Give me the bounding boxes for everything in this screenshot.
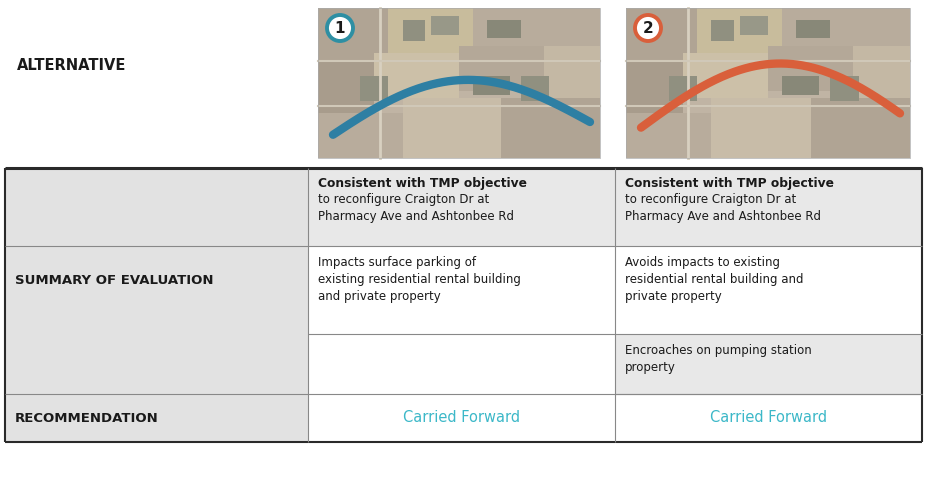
Text: ALTERNATIVE: ALTERNATIVE xyxy=(17,57,126,72)
Circle shape xyxy=(635,15,661,41)
Bar xyxy=(831,76,859,101)
Bar xyxy=(626,8,910,158)
Bar xyxy=(308,394,615,442)
Text: 1: 1 xyxy=(335,21,345,35)
Bar xyxy=(318,8,600,158)
Bar xyxy=(853,46,910,98)
Bar xyxy=(318,113,402,158)
Bar xyxy=(711,20,734,41)
Bar xyxy=(361,76,388,101)
Text: RECOMMENDATION: RECOMMENDATION xyxy=(15,411,159,424)
Bar xyxy=(318,60,375,113)
Bar xyxy=(626,113,711,158)
Bar xyxy=(402,98,502,158)
Bar xyxy=(318,8,388,60)
Text: Consistent with TMP objective: Consistent with TMP objective xyxy=(625,177,834,190)
Bar xyxy=(5,0,922,168)
Bar xyxy=(615,246,922,334)
Bar xyxy=(810,98,910,158)
Bar xyxy=(473,76,510,95)
Bar xyxy=(683,53,768,98)
Text: to reconfigure Craigton Dr at
Pharmacy Ave and Ashtonbee Rd: to reconfigure Craigton Dr at Pharmacy A… xyxy=(318,193,514,223)
Bar xyxy=(796,20,831,38)
Bar xyxy=(318,8,600,158)
Text: 2: 2 xyxy=(642,21,654,35)
Bar xyxy=(5,394,308,442)
Bar xyxy=(521,76,549,101)
Bar xyxy=(388,8,473,53)
Bar xyxy=(543,46,600,98)
Text: Carried Forward: Carried Forward xyxy=(403,411,520,425)
Text: Encroaches on pumping station
property: Encroaches on pumping station property xyxy=(625,344,812,374)
Bar xyxy=(308,246,615,334)
Bar xyxy=(431,15,459,35)
Bar xyxy=(308,334,615,394)
Bar xyxy=(308,168,615,246)
Circle shape xyxy=(327,15,353,41)
Bar xyxy=(488,20,521,38)
Bar xyxy=(375,53,459,98)
Bar xyxy=(626,8,697,60)
Bar xyxy=(626,8,910,158)
Bar xyxy=(740,15,768,35)
Bar xyxy=(615,394,922,442)
Bar xyxy=(402,20,425,41)
Bar xyxy=(711,98,810,158)
Bar xyxy=(615,334,922,394)
Bar xyxy=(782,8,910,46)
Bar xyxy=(668,76,697,101)
Bar xyxy=(768,46,853,91)
Text: SUMMARY OF EVALUATION: SUMMARY OF EVALUATION xyxy=(15,274,213,287)
Bar xyxy=(5,168,308,442)
Text: to reconfigure Craigton Dr at
Pharmacy Ave and Ashtonbee Rd: to reconfigure Craigton Dr at Pharmacy A… xyxy=(625,193,821,223)
Bar xyxy=(697,8,782,53)
Text: Consistent with TMP objective: Consistent with TMP objective xyxy=(318,177,527,190)
Bar xyxy=(459,46,543,91)
Text: Avoids impacts to existing
residential rental building and
private property: Avoids impacts to existing residential r… xyxy=(625,256,804,303)
Text: Carried Forward: Carried Forward xyxy=(710,411,827,425)
Bar xyxy=(473,8,600,46)
Bar xyxy=(782,76,819,95)
Bar xyxy=(502,98,600,158)
Bar xyxy=(626,60,683,113)
Bar xyxy=(615,168,922,246)
Text: Impacts surface parking of
existing residential rental building
and private prop: Impacts surface parking of existing resi… xyxy=(318,256,521,303)
